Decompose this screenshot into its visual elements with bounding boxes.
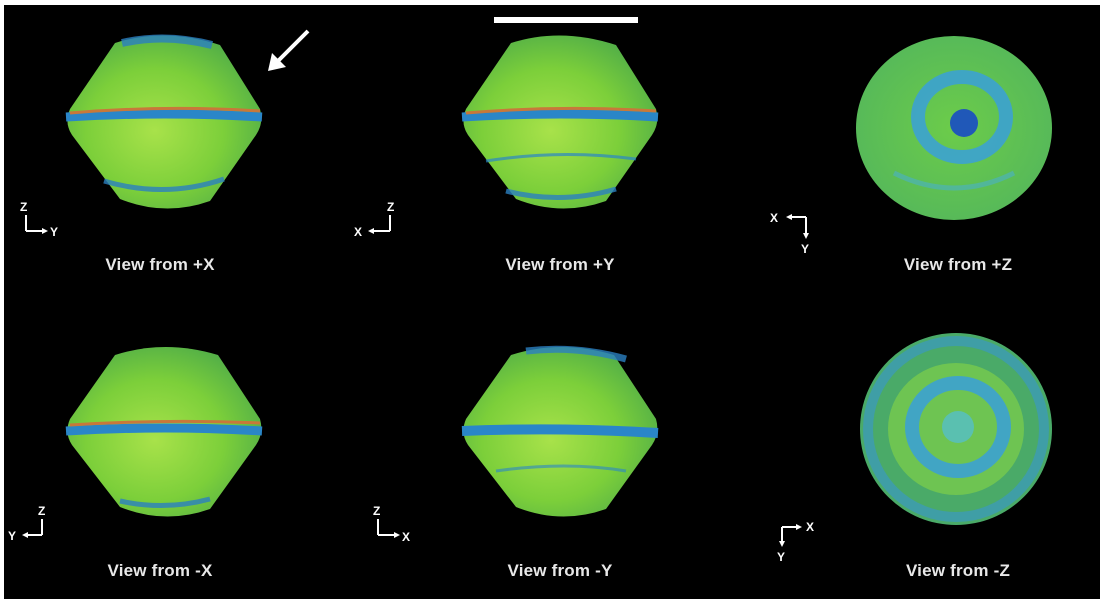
caption-minus-x: View from -X	[107, 561, 213, 580]
svg-text:Z: Z	[20, 200, 27, 214]
axis-triad-icon: Z X	[354, 200, 394, 239]
caption-minus-z: View from -Z	[905, 561, 1011, 580]
particle-view-minus-y	[461, 345, 659, 517]
caption-plus-y: View from +Y	[505, 255, 615, 274]
svg-text:Y: Y	[8, 529, 16, 543]
caption-minus-y: View from -Y	[507, 561, 613, 580]
axis-triad-icon: Z X	[373, 504, 410, 544]
particle-view-minus-z	[860, 333, 1052, 525]
axis-triad-icon: Z Y	[8, 504, 45, 543]
caption-plus-x: View from +X	[105, 255, 215, 274]
svg-text:Z: Z	[387, 200, 394, 214]
particle-view-minus-x	[65, 347, 263, 517]
axis-triad-icon: Z Y	[20, 200, 58, 239]
scale-bar	[494, 17, 638, 23]
svg-text:Y: Y	[777, 550, 785, 564]
svg-text:X: X	[770, 211, 778, 225]
svg-text:Y: Y	[801, 242, 809, 256]
svg-text:Y: Y	[50, 225, 58, 239]
svg-text:Z: Z	[373, 504, 380, 518]
axis-triad-icon: X Y	[770, 211, 809, 256]
particle-view-plus-z	[856, 36, 1052, 220]
figure-frame: Z Y Z X X Y Z Y Z X X Y View fro	[4, 5, 1100, 599]
pointer-arrow-icon	[268, 29, 310, 71]
svg-text:X: X	[402, 530, 410, 544]
svg-text:X: X	[354, 225, 362, 239]
particle-view-plus-x	[65, 34, 263, 209]
particle-view-plus-y	[461, 35, 659, 209]
caption-plus-z: View from +Z	[903, 255, 1013, 274]
svg-text:Z: Z	[38, 504, 45, 518]
svg-text:X: X	[806, 520, 814, 534]
axis-triad-icon: X Y	[777, 520, 814, 564]
